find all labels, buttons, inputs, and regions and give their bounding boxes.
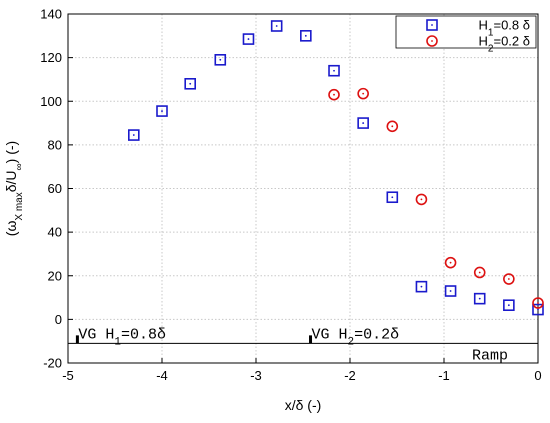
data-point-circle (386, 120, 399, 133)
y-tick-label: 100 (40, 94, 62, 109)
legend-marker-center (431, 40, 433, 42)
x-tick-label: -4 (156, 368, 168, 383)
data-point-circle (532, 297, 544, 309)
data-point-center (391, 196, 394, 199)
data-point-square (184, 78, 196, 90)
x-tick-label: 0 (534, 368, 541, 383)
y-axis-label-part: (ω (3, 221, 19, 237)
x-axis-label: x/δ (-) (285, 397, 322, 413)
x-tick-label: -5 (62, 368, 74, 383)
data-point-center (507, 278, 510, 280)
data-point-square (214, 54, 227, 66)
data-point-square (328, 64, 340, 77)
data-point-center (478, 271, 481, 274)
data-point-square (357, 117, 369, 129)
vg2-marker (309, 335, 313, 344)
data-point-center (219, 58, 222, 61)
data-point-square (242, 33, 255, 45)
data-point-center (537, 302, 539, 304)
data-point-center (420, 285, 423, 288)
data-point-square (532, 303, 544, 316)
vg1-label: VG H1=0.8δ (78, 326, 166, 348)
data-point-center (304, 34, 307, 37)
x-tick-label: -1 (438, 368, 450, 383)
data-point-center (362, 92, 365, 95)
ramp-label: Ramp (472, 347, 508, 364)
data-point-center (420, 198, 423, 201)
data-point-square (444, 285, 457, 297)
data-point-center (189, 82, 192, 85)
data-point-square (386, 191, 399, 204)
data-point-center (478, 297, 481, 300)
y-tick-label: 80 (48, 137, 62, 152)
data-point-square (503, 299, 515, 311)
data-point-center (333, 93, 335, 96)
data-point-square (300, 30, 312, 42)
y-tick-label: 140 (40, 7, 62, 22)
axis-ticks: -5 -4 -3 -2 -1 0 -20 0 20 40 60 80 100 120 140 (40, 7, 541, 384)
data-point-center (449, 261, 452, 264)
y-axis-label-part: δ/U (3, 170, 19, 192)
data-point-square (415, 280, 428, 293)
data-point-circle (328, 88, 340, 101)
legend: H1=0.8 δH2=0.2 δ (395, 15, 537, 55)
y-axis-label-sub: ∞ (14, 163, 25, 170)
vg1-marker (75, 335, 79, 344)
y-tick-label: 120 (40, 50, 62, 65)
legend-label: H1=0.8 δ (479, 18, 530, 39)
data-marks (128, 20, 544, 316)
legend-label: H2=0.2 δ (479, 34, 530, 55)
legend-marker-square (426, 19, 438, 31)
annotations: VG H1=0.8δ VG H2=0.2δ Ramp (68, 326, 538, 364)
y-axis-label: (ωX maxδ/U∞) (-) (3, 141, 25, 236)
data-point-center (132, 134, 135, 136)
data-point-square (270, 20, 283, 32)
data-point-center (333, 69, 335, 72)
data-point-square (128, 129, 140, 141)
data-point-square (156, 105, 168, 117)
data-point-circle (503, 273, 515, 285)
y-tick-label: 20 (48, 268, 62, 283)
data-point-center (247, 38, 250, 40)
x-tick-label: -3 (250, 368, 262, 383)
data-point-center (275, 25, 278, 27)
data-point-circle (444, 256, 457, 269)
y-tick-label: 40 (48, 225, 62, 240)
data-point-center (391, 125, 394, 128)
data-point-circle (357, 87, 369, 100)
data-point-center (507, 304, 510, 307)
data-point-center (449, 290, 452, 292)
y-axis-label-part: ) (-) (3, 141, 19, 164)
data-point-center (362, 122, 365, 124)
data-point-square (473, 292, 486, 305)
data-point-center (537, 308, 539, 311)
legend-box (395, 15, 537, 49)
grid-lines (67, 13, 539, 364)
data-point-circle (473, 266, 486, 279)
vg2-label: VG H2=0.2δ (312, 326, 400, 348)
y-tick-label: 0 (55, 312, 62, 327)
y-axis-label-sub: X max (14, 192, 25, 220)
legend-marker-center (431, 24, 433, 26)
x-tick-label: -2 (344, 368, 356, 383)
legend-marker-circle (426, 35, 438, 47)
data-point-circle (415, 193, 428, 206)
data-point-center (161, 110, 163, 112)
y-tick-label: 60 (48, 181, 62, 196)
y-tick-label: -20 (43, 356, 62, 371)
